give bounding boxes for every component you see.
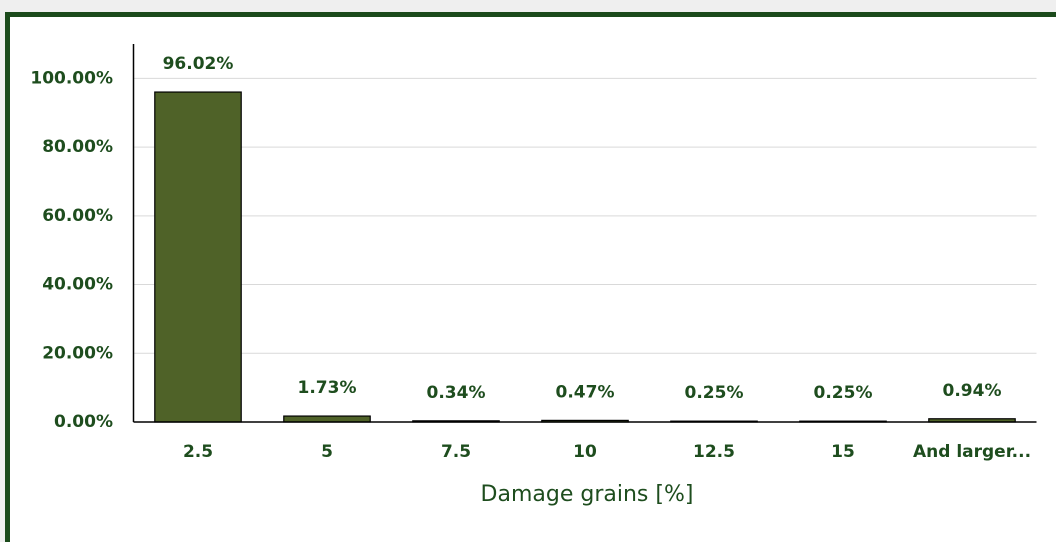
data-label: 0.47% (556, 382, 615, 402)
y-tick-label: 60.00% (42, 206, 113, 226)
x-tick-label: 5 (321, 442, 333, 462)
data-label: 0.25% (685, 383, 744, 403)
data-label: 1.73% (298, 378, 357, 398)
x-tick-label: 7.5 (441, 442, 471, 462)
bar (283, 415, 371, 423)
x-axis-label: Damage grains [%] (481, 482, 694, 507)
y-tick-label: 20.00% (42, 343, 113, 363)
data-label: 96.02% (163, 54, 234, 74)
x-tick-label: 15 (831, 442, 855, 462)
y-tick-label: 40.00% (42, 275, 113, 295)
data-label: 0.34% (427, 383, 486, 403)
x-tick-label: 10 (573, 442, 597, 462)
x-tick-label: 12.5 (693, 442, 735, 462)
data-label: 0.25% (814, 383, 873, 403)
y-tick-label: 100.00% (30, 68, 113, 88)
y-tick-label: 80.00% (42, 137, 113, 157)
x-tick-label: And larger... (913, 442, 1031, 462)
y-tick-label: 0.00% (54, 412, 113, 432)
bar (154, 91, 242, 423)
x-tick-label: 2.5 (183, 442, 213, 462)
data-label: 0.94% (943, 381, 1002, 401)
